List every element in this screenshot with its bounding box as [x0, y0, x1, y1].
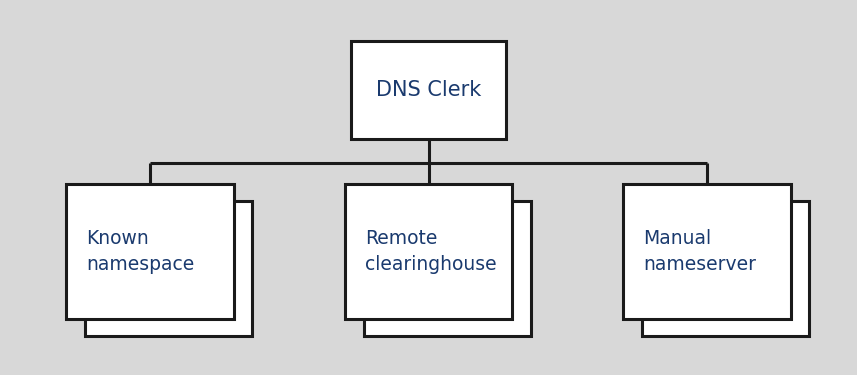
- Bar: [345, 184, 512, 319]
- Text: DNS Clerk: DNS Clerk: [376, 80, 481, 100]
- Text: Known
namespace: Known namespace: [87, 228, 195, 274]
- Bar: [85, 201, 252, 336]
- Bar: [351, 41, 506, 139]
- Bar: [66, 184, 233, 319]
- Bar: [363, 201, 530, 336]
- Bar: [642, 201, 809, 336]
- Text: Manual
nameserver: Manual nameserver: [644, 228, 757, 274]
- Bar: [623, 184, 790, 319]
- Text: Remote
clearinghouse: Remote clearinghouse: [365, 228, 496, 274]
